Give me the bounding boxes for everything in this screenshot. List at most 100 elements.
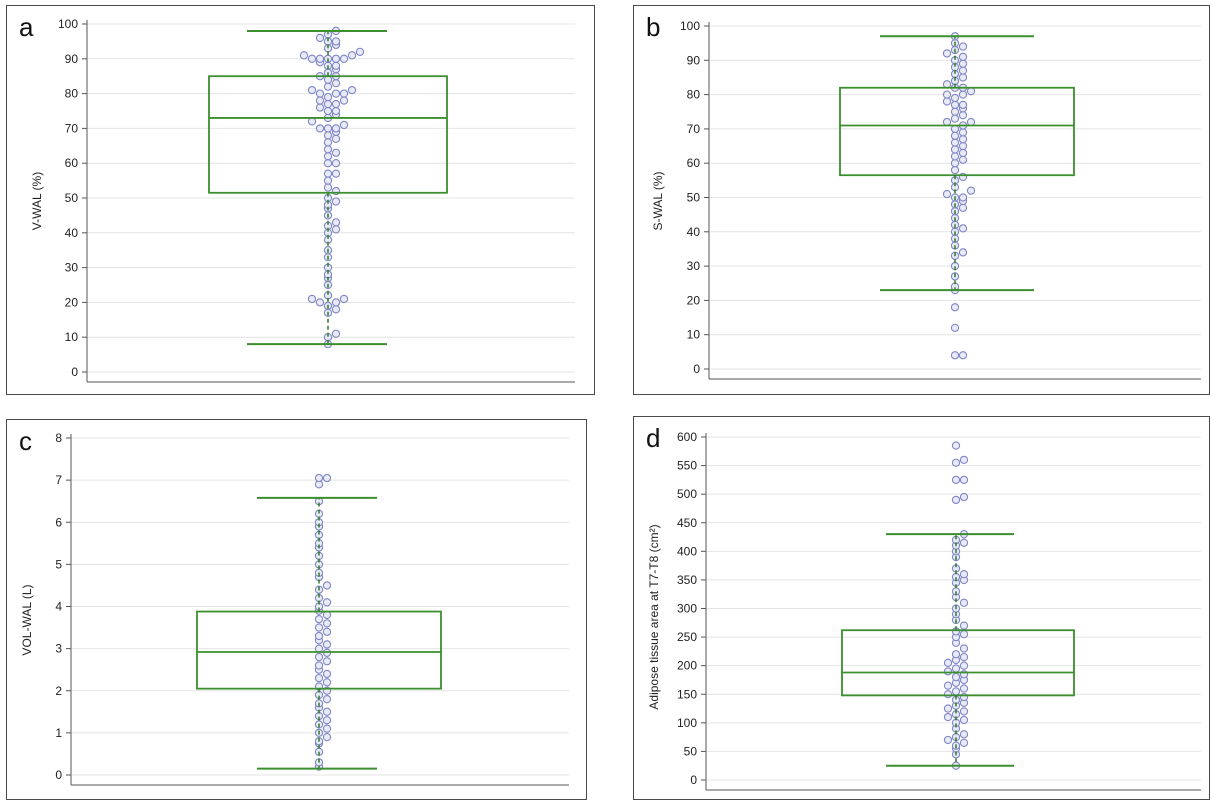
data-point	[299, 51, 309, 60]
data-point	[950, 100, 960, 110]
data-point	[959, 661, 969, 670]
data-point	[950, 124, 960, 134]
data-point	[950, 351, 960, 360]
y-tick-label: 80	[687, 88, 701, 102]
data-point	[355, 47, 365, 56]
y-tick-label: 0	[55, 768, 62, 782]
data-point	[315, 54, 325, 63]
data-point	[950, 303, 960, 312]
data-point	[314, 623, 324, 632]
data-point	[323, 159, 333, 168]
data-point	[959, 684, 969, 693]
y-tick-label: 0	[71, 365, 78, 379]
data-point	[950, 93, 960, 103]
data-point	[959, 652, 969, 662]
y-tick-label: 40	[65, 226, 79, 240]
y-tick-label: 60	[687, 156, 701, 170]
data-point	[331, 134, 341, 143]
data-point	[951, 672, 961, 682]
panel-label: d	[646, 423, 661, 453]
data-point	[942, 189, 952, 199]
data-point	[347, 85, 357, 95]
data-point	[950, 159, 960, 168]
data-point	[943, 667, 953, 676]
y-tick-label: 20	[65, 295, 79, 309]
y-tick-label: 60	[65, 156, 79, 170]
data-point	[943, 712, 953, 722]
data-point	[951, 650, 961, 659]
data-point	[942, 49, 952, 58]
y-tick-label: 400	[677, 544, 697, 558]
data-point	[331, 197, 341, 206]
y-tick-label: 70	[687, 122, 701, 136]
data-point	[959, 455, 969, 465]
data-point	[943, 690, 953, 699]
y-tick-label: 500	[677, 487, 697, 501]
data-point	[958, 42, 968, 51]
y-tick-label: 30	[65, 261, 79, 275]
data-point	[959, 598, 969, 607]
data-point	[958, 66, 968, 75]
data-point	[958, 128, 968, 137]
panel-label: b	[646, 12, 661, 42]
data-point	[958, 100, 968, 110]
y-tick-label: 80	[65, 87, 79, 101]
y-tick-label: 100	[58, 17, 78, 31]
y-tick-label: 600	[677, 430, 697, 444]
data-point	[951, 495, 961, 505]
data-point	[322, 657, 332, 666]
data-point	[331, 99, 341, 109]
data-point	[959, 570, 969, 579]
data-point	[307, 85, 317, 95]
data-point	[339, 89, 349, 98]
data-point	[331, 54, 341, 63]
data-point	[314, 614, 324, 624]
data-point	[942, 90, 952, 99]
data-point	[339, 54, 349, 63]
data-point	[958, 73, 968, 82]
y-tick-label: 70	[65, 121, 79, 135]
data-point	[323, 75, 333, 84]
data-point	[315, 89, 325, 98]
y-tick-label: 100	[677, 716, 697, 730]
data-point	[951, 664, 961, 673]
data-point	[958, 193, 968, 202]
y-tick-label: 150	[677, 687, 697, 701]
data-point	[331, 305, 341, 314]
y-tick-label: 7	[55, 473, 62, 487]
y-tick-label: 20	[687, 293, 701, 307]
data-point	[959, 715, 969, 725]
data-point	[958, 155, 968, 164]
data-point	[959, 738, 969, 747]
data-point	[959, 630, 969, 639]
panel-label: a	[19, 12, 34, 42]
data-point	[950, 145, 960, 154]
y-tick-label: 50	[65, 191, 79, 205]
data-point	[323, 145, 333, 154]
data-point	[322, 598, 332, 607]
data-point	[331, 298, 341, 307]
data-point	[951, 687, 961, 696]
data-point	[314, 661, 324, 670]
data-point	[331, 37, 341, 46]
data-point	[959, 492, 969, 502]
data-point	[958, 224, 968, 233]
y-tick-label: 0	[690, 773, 697, 787]
data-point	[322, 640, 332, 649]
data-point	[314, 652, 324, 662]
data-point	[958, 90, 968, 99]
data-point	[942, 97, 952, 106]
data-point	[307, 294, 317, 304]
iqr-box	[841, 629, 1075, 697]
panel-a: a V-WAL (%) 0 10 20 30 40 50 60 70 80 90 100	[6, 5, 595, 395]
data-point	[323, 106, 333, 116]
data-point	[950, 138, 960, 147]
y-tick-label: 450	[677, 516, 697, 530]
data-point	[958, 52, 968, 62]
data-point	[966, 186, 976, 195]
data-point	[322, 627, 332, 636]
data-point	[323, 99, 333, 109]
data-point	[959, 707, 969, 716]
data-point	[959, 475, 969, 485]
data-point	[322, 581, 332, 590]
